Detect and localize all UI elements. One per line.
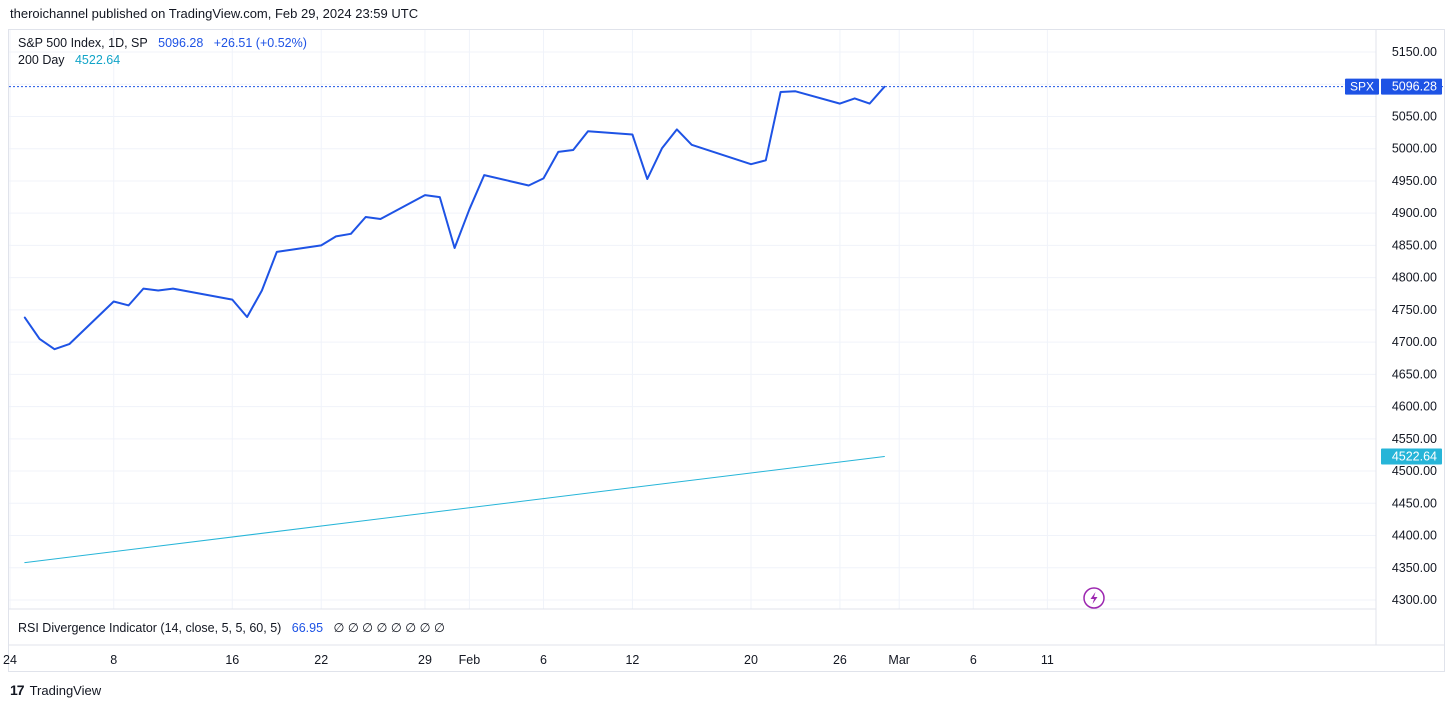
- ma-tag-bg: [1381, 448, 1442, 465]
- series-label: S&P 500 Index, 1D, SP: [18, 36, 148, 50]
- price-series-line: [23, 85, 886, 351]
- y-tick-label: 4300.00: [1392, 593, 1437, 607]
- series-layer: [23, 85, 886, 564]
- indicator-legend[interactable]: RSI Divergence Indicator (14, close, 5, …: [18, 620, 445, 635]
- x-tick-label: 8: [110, 653, 117, 667]
- last-value: 5096.28: [158, 36, 204, 50]
- y-axis-labels: 4300.00 4350.00 4400.00 4450.00 4500.00 4550.…: [1392, 45, 1437, 607]
- indicator-placeholders: ∅ ∅ ∅ ∅ ∅ ∅ ∅ ∅: [333, 621, 445, 635]
- ma-value: 4522.64: [74, 53, 121, 67]
- y-tick-label: 4850.00: [1392, 238, 1437, 252]
- y-tick-label: 4650.00: [1392, 367, 1437, 381]
- brand-label: TradingView: [29, 682, 102, 698]
- x-tick-label: 12: [625, 653, 639, 667]
- y-tick-label: 4450.00: [1392, 496, 1437, 510]
- x-tick-label: 6: [540, 653, 547, 667]
- x-tick-label: Mar: [888, 653, 910, 667]
- y-tick-label: 4900.00: [1392, 206, 1437, 220]
- chart-frame: [8, 29, 1445, 672]
- publish-info: theroichannel published on TradingView.c…: [10, 6, 419, 21]
- x-tick-label: 16: [225, 653, 239, 667]
- y-tick-label: 4350.00: [1392, 561, 1437, 575]
- ma-tag: 4522.64: [1392, 449, 1437, 463]
- symbol-tag-bg: [1345, 78, 1379, 95]
- y-tick-label: 5050.00: [1392, 109, 1437, 123]
- symbol-tag: SPX: [1350, 80, 1374, 94]
- y-tick-label: 4500.00: [1392, 464, 1437, 478]
- y-tick-label: 4700.00: [1392, 335, 1437, 349]
- x-tick-label: 6: [970, 653, 977, 667]
- x-axis-labels: 24 8 16 22 29 Feb 6 12 20 26 Mar 6 11: [3, 653, 1054, 667]
- tradingview-logo[interactable]: 17 TradingView: [10, 682, 101, 698]
- x-tick-label: Feb: [459, 653, 481, 667]
- x-tick-label: 26: [833, 653, 847, 667]
- y-tick-label: 4750.00: [1392, 303, 1437, 317]
- indicator-value: 66.95: [291, 621, 324, 635]
- y-tick-label: 4600.00: [1392, 400, 1437, 414]
- series-legend[interactable]: S&P 500 Index, 1D, SP 5096.28 +26.51 (+0…: [18, 36, 307, 50]
- tradingview-logo-icon: 17: [10, 682, 25, 698]
- y-tick-label: 5150.00: [1392, 45, 1437, 59]
- y-tick-label: 4400.00: [1392, 529, 1437, 543]
- y-tick-label: 4800.00: [1392, 271, 1437, 285]
- y-tick-label: 5000.00: [1392, 142, 1437, 156]
- x-tick-label: 20: [744, 653, 758, 667]
- last-price-tag: 5096.28: [1392, 80, 1437, 94]
- x-tick-label: 22: [314, 653, 328, 667]
- ma-label: 200 Day: [18, 53, 65, 67]
- grid-lines: [9, 30, 1376, 609]
- x-tick-label: 11: [1041, 653, 1054, 667]
- ma-legend[interactable]: 200 Day 4522.64: [18, 53, 120, 67]
- last-price-tag-bg: [1381, 78, 1442, 95]
- ma-series-line: [24, 456, 885, 564]
- change-value: +26.51 (+0.52%): [213, 36, 307, 50]
- y-tick-label: 4550.00: [1392, 432, 1437, 446]
- x-tick-label: 29: [418, 653, 432, 667]
- y-tick-label: 4950.00: [1392, 174, 1437, 188]
- x-tick-label: 24: [3, 653, 17, 667]
- indicator-label: RSI Divergence Indicator (14, close, 5, …: [18, 621, 282, 635]
- price-tags: SPX 5096.28 4522.64: [1345, 78, 1442, 465]
- lightning-icon[interactable]: [1083, 587, 1105, 609]
